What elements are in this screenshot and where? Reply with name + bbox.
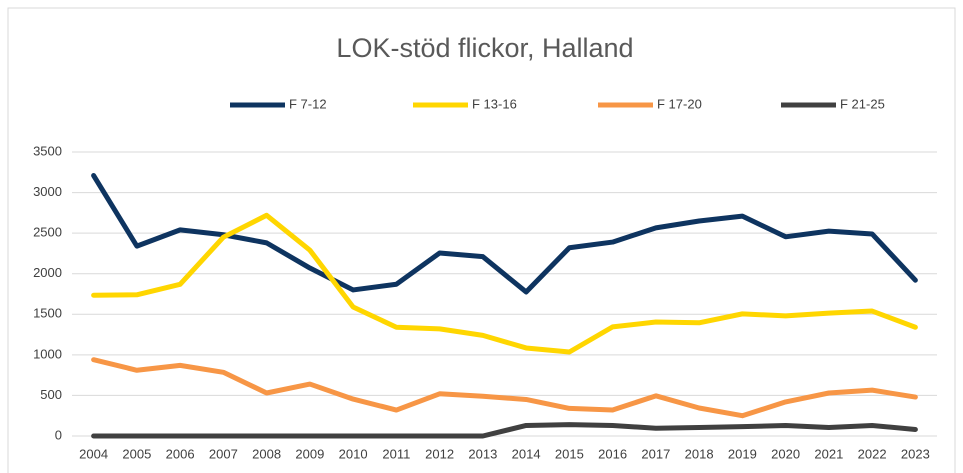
series-line	[91, 422, 918, 439]
x-tick-label: 2012	[425, 446, 454, 461]
y-tick-label: 3000	[33, 184, 62, 199]
x-tick-label: 2022	[858, 446, 887, 461]
x-tick-label: 2016	[598, 446, 627, 461]
x-tick-label: 2015	[555, 446, 584, 461]
legend-label: F 21-25	[840, 96, 885, 111]
x-tick-label: 2007	[209, 446, 238, 461]
x-tick-label: 2006	[166, 446, 195, 461]
x-tick-label: 2018	[685, 446, 714, 461]
legend-label: F 7-12	[289, 96, 327, 111]
x-tick-label: 2010	[339, 446, 368, 461]
y-tick-label: 3500	[33, 143, 62, 158]
x-tick-label: 2020	[771, 446, 800, 461]
chart-title: LOK-stöd flickor, Halland	[336, 33, 633, 63]
x-tick-label: 2017	[641, 446, 670, 461]
y-tick-label: 2000	[33, 265, 62, 280]
y-tick-label: 0	[55, 427, 62, 442]
x-tick-label: 2021	[814, 446, 843, 461]
x-tick-label: 2011	[382, 446, 410, 461]
legend-label: F 13-16	[472, 96, 517, 111]
y-tick-label: 2500	[33, 225, 62, 240]
series-line	[91, 212, 918, 355]
x-tick-label: 2013	[468, 446, 497, 461]
x-tick-label: 2014	[512, 446, 541, 461]
x-tick-label: 2005	[122, 446, 151, 461]
series-line	[91, 357, 918, 419]
x-tick-label: 2008	[252, 446, 281, 461]
x-tick-label: 2023	[901, 446, 930, 461]
x-tick-label: 2004	[79, 446, 108, 461]
y-tick-label: 500	[40, 387, 62, 402]
y-tick-label: 1000	[33, 346, 62, 361]
legend-label: F 17-20	[657, 96, 702, 111]
x-tick-label: 2009	[295, 446, 324, 461]
x-tick-label: 2019	[728, 446, 757, 461]
y-tick-label: 1500	[33, 306, 62, 321]
